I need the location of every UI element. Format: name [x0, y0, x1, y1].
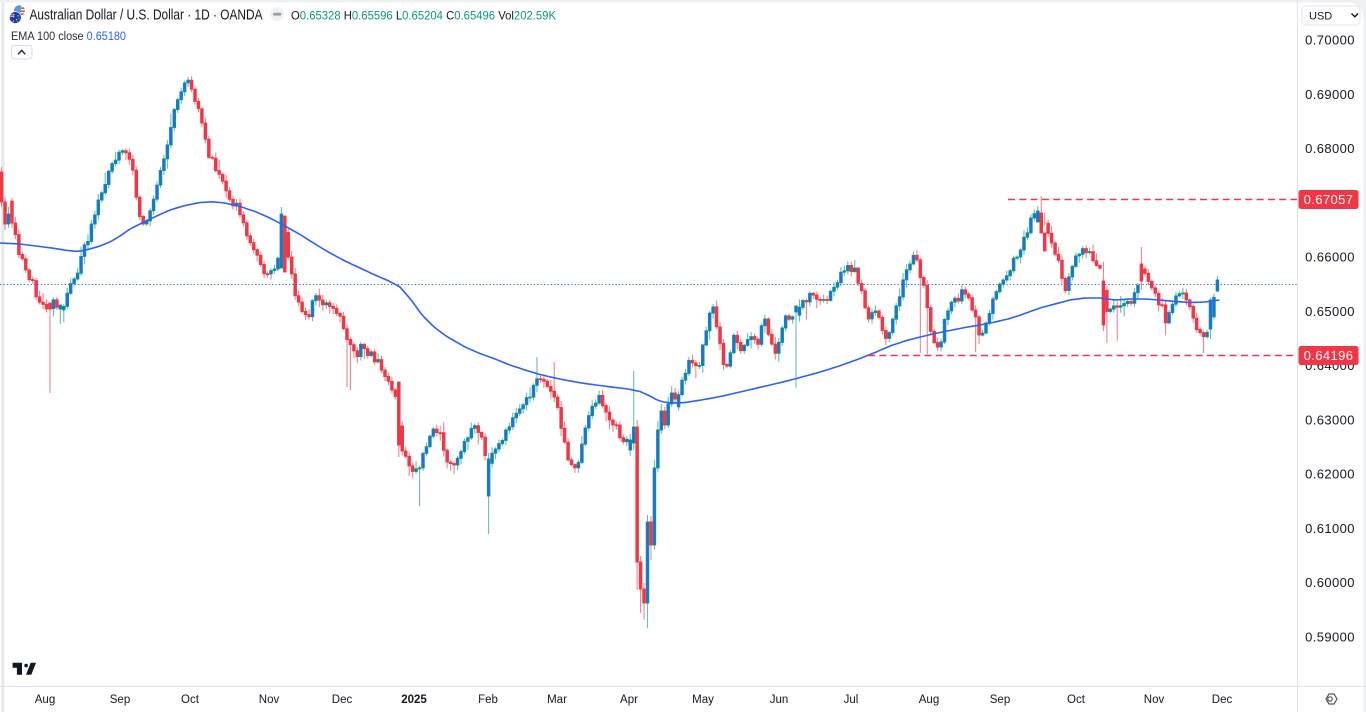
svg-text:0.63000: 0.63000: [1305, 412, 1355, 427]
svg-text:Dec: Dec: [332, 694, 353, 706]
svg-text:Aug: Aug: [919, 694, 939, 706]
svg-text:Sep: Sep: [110, 694, 130, 706]
svg-text:0.70000: 0.70000: [1305, 33, 1355, 48]
svg-text:0.67057: 0.67057: [1304, 192, 1354, 207]
svg-text:O0.65328 H0.65596 L0.65204 C0.: O0.65328 H0.65596 L0.65204 C0.65496 Vol2…: [291, 9, 556, 23]
svg-text:Jun: Jun: [770, 694, 789, 706]
svg-text:0.68000: 0.68000: [1305, 141, 1355, 156]
svg-text:Australian Dollar / U.S. Dolla: Australian Dollar / U.S. Dollar · 1D · O…: [30, 7, 263, 24]
svg-text:May: May: [692, 694, 714, 706]
svg-text:0.62000: 0.62000: [1305, 467, 1355, 482]
svg-text:Nov: Nov: [1144, 694, 1165, 706]
svg-text:Nov: Nov: [259, 694, 280, 706]
svg-text:Oct: Oct: [1067, 694, 1086, 706]
svg-text:0.60000: 0.60000: [1305, 575, 1355, 590]
svg-text:0.59000: 0.59000: [1305, 630, 1355, 645]
svg-text:Feb: Feb: [478, 694, 498, 706]
svg-text:0.69000: 0.69000: [1305, 87, 1355, 102]
svg-text:2025: 2025: [401, 694, 427, 706]
svg-text:0.65000: 0.65000: [1305, 304, 1355, 319]
svg-text:USD: USD: [1309, 11, 1332, 23]
svg-text:Apr: Apr: [620, 694, 638, 706]
svg-text:EMA 100 close 0.65180: EMA 100 close 0.65180: [11, 31, 126, 43]
svg-text:Sep: Sep: [990, 694, 1010, 706]
svg-text:0.66000: 0.66000: [1305, 250, 1355, 265]
svg-text:0.64196: 0.64196: [1304, 348, 1354, 363]
svg-text:Oct: Oct: [181, 694, 200, 706]
svg-text:Mar: Mar: [547, 694, 567, 706]
svg-text:Jul: Jul: [844, 694, 859, 706]
svg-text:0.61000: 0.61000: [1305, 521, 1355, 536]
svg-text:Dec: Dec: [1212, 694, 1233, 706]
svg-text:Aug: Aug: [35, 694, 55, 706]
